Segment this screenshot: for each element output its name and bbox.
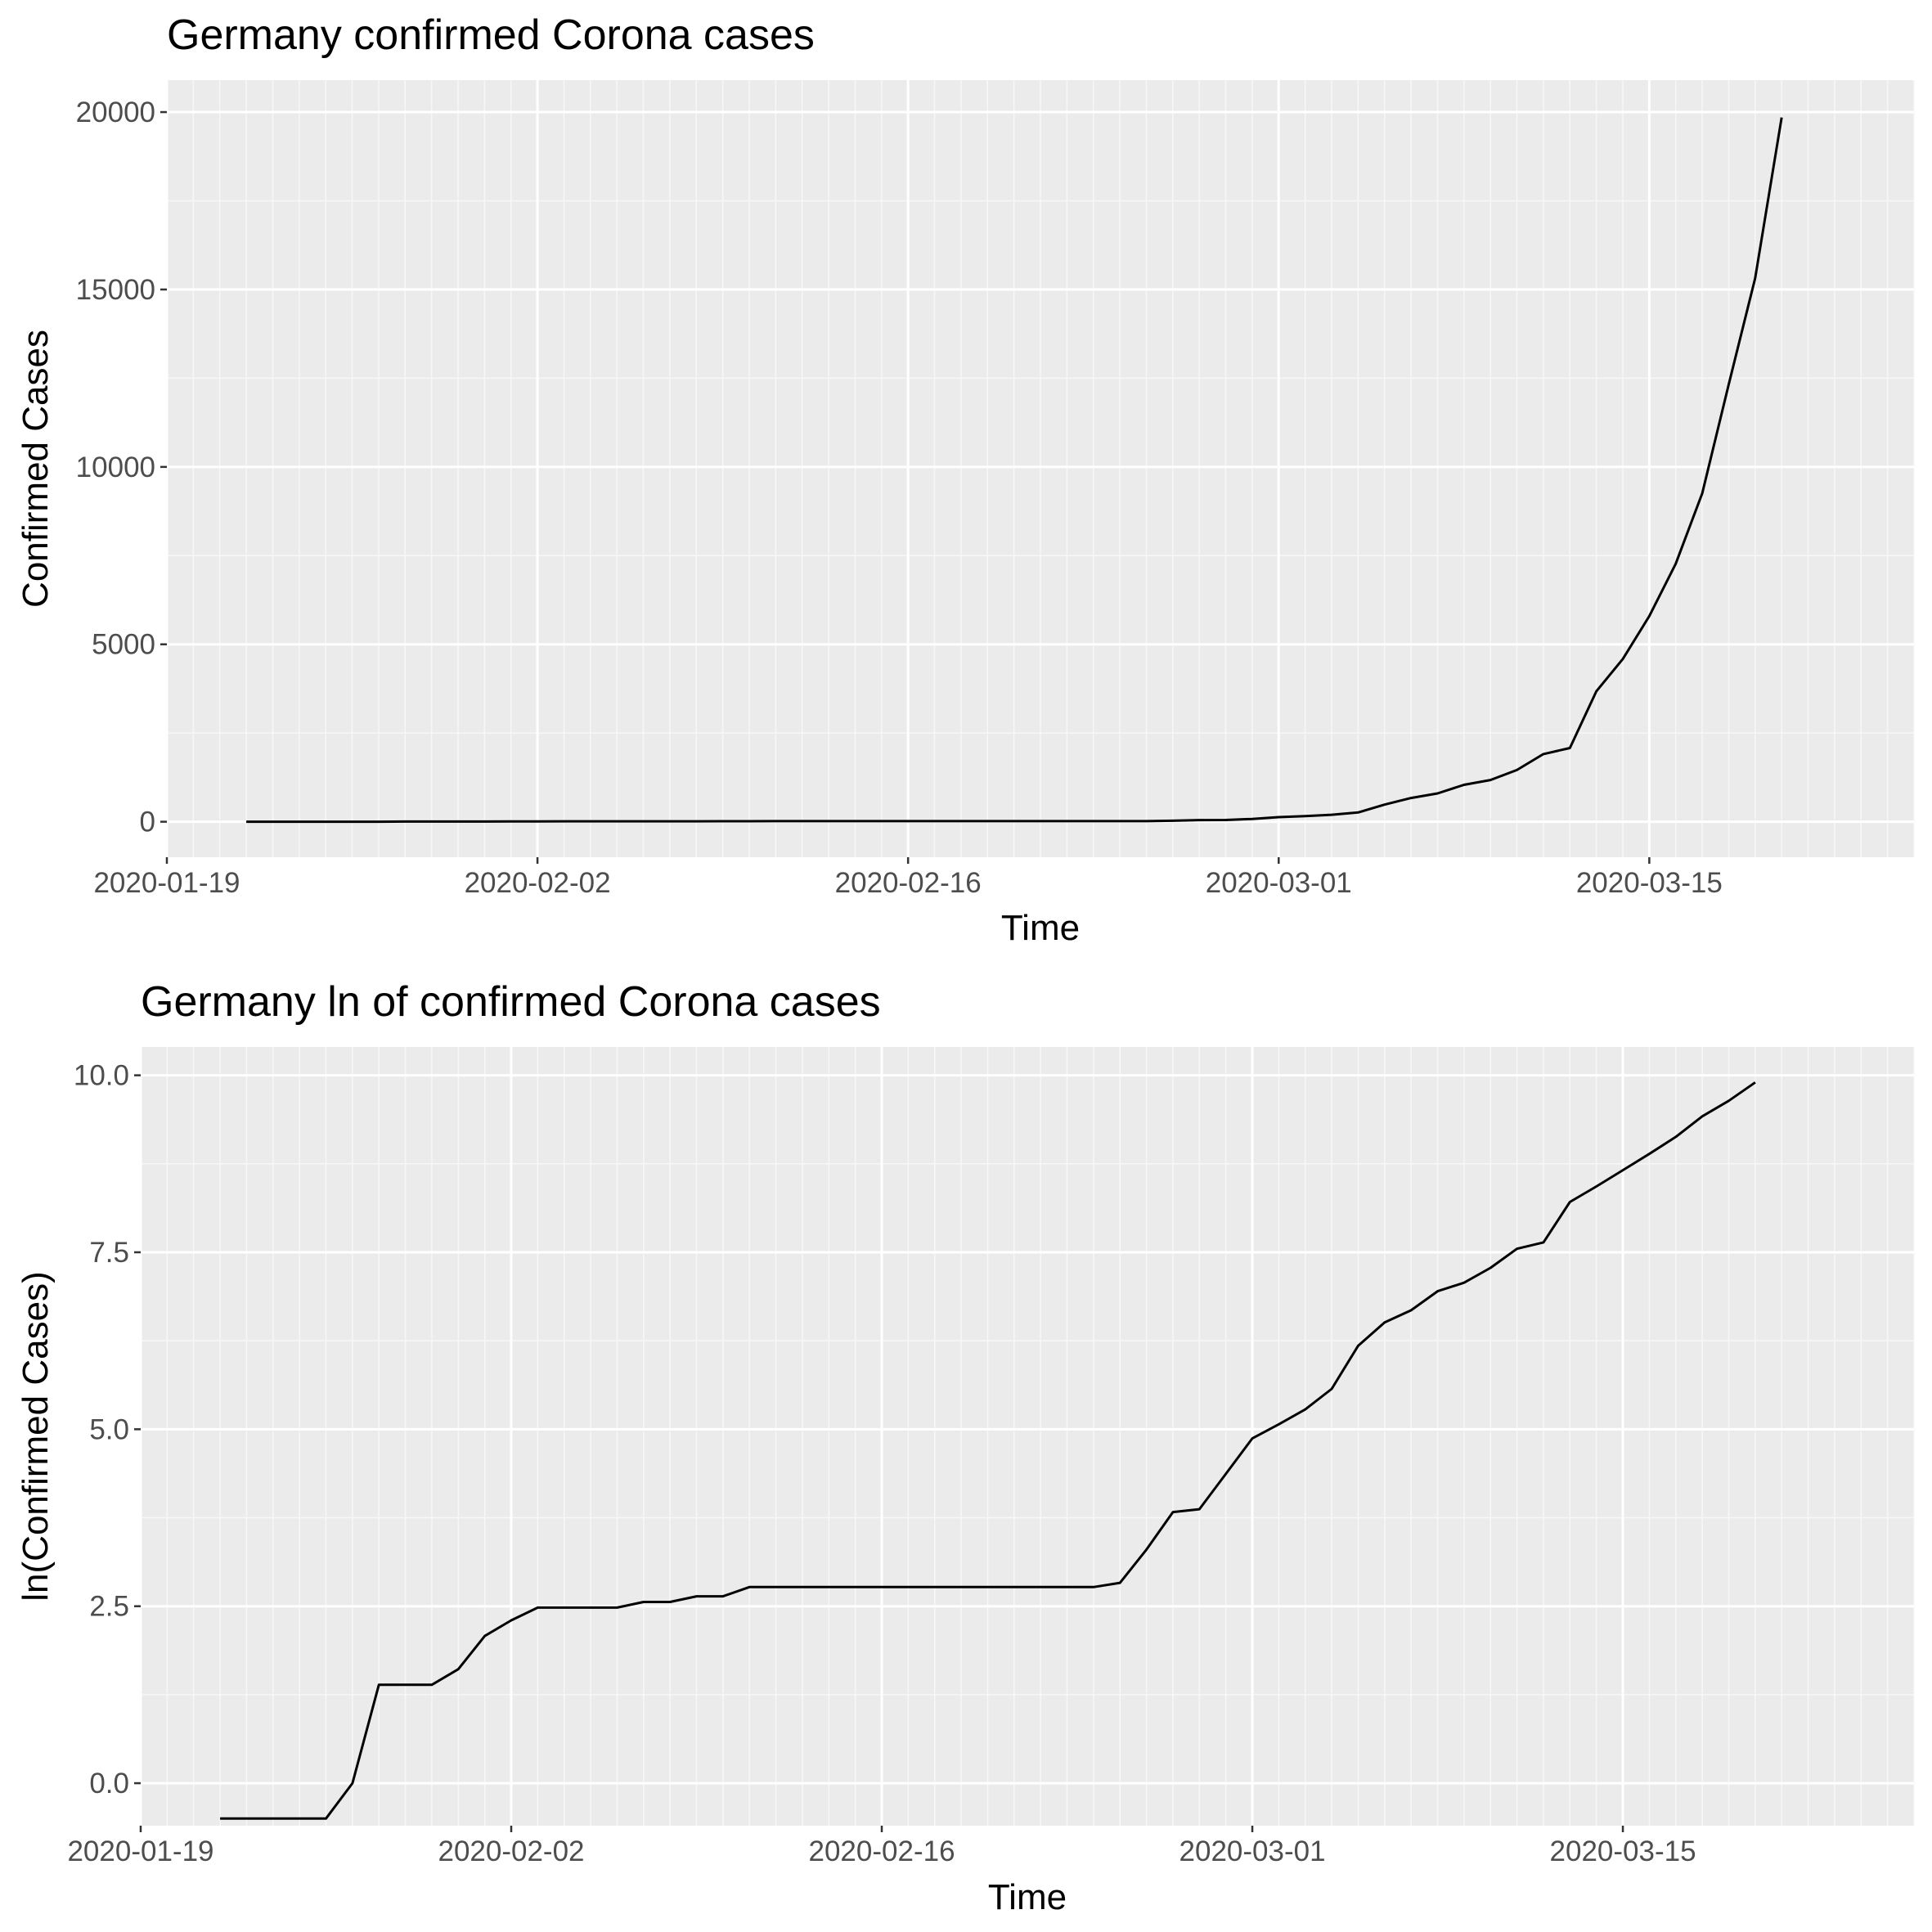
series-line xyxy=(246,117,1783,824)
y-tick-label: 5.0 xyxy=(89,1413,129,1445)
plot-panel xyxy=(141,1047,1914,1826)
x-tick-label: 2020-03-15 xyxy=(1550,1835,1696,1867)
y-axis-title: Confirmed Cases xyxy=(16,330,56,608)
chart-title: Germany ln of confirmed Corona cases xyxy=(141,978,881,1026)
y-tick-label: 10000 xyxy=(76,452,155,483)
x-tick-label: 2020-02-16 xyxy=(809,1835,955,1867)
x-axis-title: Time xyxy=(1001,908,1080,948)
x-tick-label: 2020-03-01 xyxy=(1179,1835,1326,1867)
grid xyxy=(139,1047,1915,1826)
chart-title: Germany confirmed Corona cases xyxy=(167,11,815,59)
series xyxy=(220,1081,1756,1820)
y-axis: 0.0 2.5 5.0 7.5 10.0 xyxy=(74,1060,141,1799)
x-tick-label: 2020-02-16 xyxy=(835,867,982,899)
y-axis: 0 5000 10000 15000 20000 xyxy=(76,97,167,838)
x-axis: 2020-01-19 2020-02-02 2020-02-16 2020-03-01… xyxy=(93,857,1723,899)
y-tick-label: 10.0 xyxy=(74,1060,129,1092)
y-tick-label: 0 xyxy=(140,806,155,838)
chart-confirmed-cases: Germany confirmed Corona cases 0 5000 1000… xyxy=(16,11,1915,948)
x-tick-label: 2020-01-19 xyxy=(67,1835,213,1867)
y-tick-label: 15000 xyxy=(76,274,155,306)
y-tick-label: 2.5 xyxy=(89,1591,129,1623)
x-tick-label: 2020-03-01 xyxy=(1206,867,1352,899)
series-line xyxy=(220,1081,1756,1820)
x-tick-label: 2020-01-19 xyxy=(93,867,240,899)
y-tick-label: 20000 xyxy=(76,97,155,128)
x-tick-label: 2020-02-02 xyxy=(465,867,611,899)
chart-ln-confirmed-cases: Germany ln of confirmed Corona cases 0.0… xyxy=(16,978,1915,1917)
series xyxy=(246,117,1783,824)
x-tick-label: 2020-03-15 xyxy=(1576,867,1723,899)
x-axis: 2020-01-19 2020-02-02 2020-02-16 2020-03-01… xyxy=(67,1826,1696,1867)
y-tick-label: 5000 xyxy=(92,629,155,661)
x-tick-label: 2020-02-02 xyxy=(438,1835,584,1867)
y-axis-title: ln(Confirmed Cases) xyxy=(16,1271,56,1601)
y-tick-label: 7.5 xyxy=(89,1237,129,1269)
x-axis-title: Time xyxy=(988,1877,1067,1917)
y-tick-label: 0.0 xyxy=(89,1768,129,1799)
